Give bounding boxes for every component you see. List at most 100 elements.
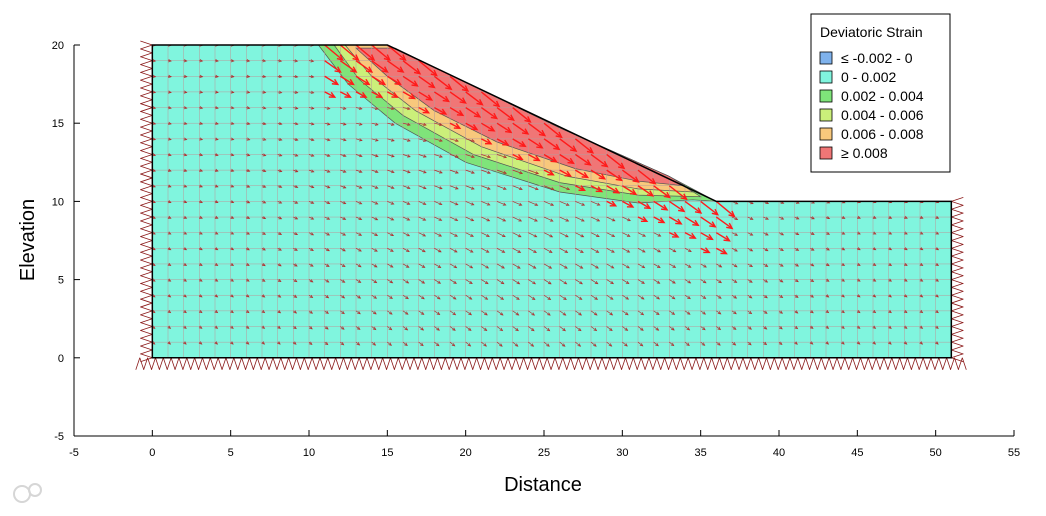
displacement-arrowhead	[903, 294, 908, 298]
displacement-arrowhead	[413, 68, 422, 75]
displacement-arrowhead	[553, 143, 561, 151]
displacement-arrowhead	[872, 294, 877, 298]
displacement-vector	[386, 45, 406, 61]
displacement-vector	[528, 326, 535, 331]
displacement-vector	[387, 326, 392, 331]
displacement-vector	[575, 326, 582, 331]
displacement-arrowhead	[214, 137, 219, 141]
displacement-vector	[355, 279, 361, 283]
displacement-vector	[434, 201, 442, 205]
displacement-arrowhead	[680, 193, 688, 201]
displacement-vector	[433, 75, 452, 90]
x-tick-label: 15	[381, 447, 393, 459]
boundary-fixity-bottom	[769, 357, 779, 370]
displacement-arrowhead	[548, 265, 553, 269]
legend-label: ≤ -0.002 - 0	[841, 50, 913, 66]
displacement-arrowhead	[809, 325, 814, 329]
watermark-logo-icon-2	[28, 483, 42, 497]
displacement-arrowhead	[609, 296, 614, 300]
boundary-fixity-bottom	[205, 357, 215, 370]
displacement-vector	[747, 279, 753, 283]
displacement-vector	[402, 201, 410, 205]
displacement-arrowhead	[152, 200, 156, 204]
displacement-vector	[324, 75, 339, 85]
displacement-arrowhead	[688, 248, 692, 252]
displacement-arrowhead	[278, 231, 283, 235]
displacement-arrowhead	[549, 218, 554, 222]
displacement-arrowhead	[562, 327, 566, 332]
displacement-arrowhead	[278, 59, 283, 63]
boundary-fixity-bottom	[652, 357, 662, 370]
boundary-fixity-left	[140, 251, 153, 261]
displacement-arrowhead	[658, 217, 666, 224]
boundary-fixity-bottom	[707, 357, 717, 370]
displacement-arrowhead	[641, 249, 646, 253]
displacement-arrowhead	[624, 327, 629, 331]
boundary-fixity-bottom	[158, 357, 168, 370]
displacement-vector	[324, 201, 330, 204]
displacement-vector	[527, 122, 546, 137]
displacement-vector	[324, 107, 330, 110]
displacement-arrowhead	[764, 295, 768, 299]
displacement-vector	[387, 294, 393, 299]
boundary-fixity-bottom	[292, 357, 301, 370]
displacement-arrowhead	[278, 200, 283, 204]
displacement-arrowhead	[733, 311, 737, 315]
displacement-vector	[402, 75, 418, 87]
displacement-arrowhead	[709, 221, 717, 228]
displacement-arrowhead	[215, 59, 219, 63]
displacement-vector	[418, 169, 427, 174]
boundary-fixity-bottom	[151, 357, 160, 370]
displacement-vector	[528, 341, 534, 347]
displacement-arrowhead	[519, 186, 523, 190]
displacement-arrowhead	[347, 78, 355, 86]
displacement-arrowhead	[810, 247, 815, 251]
x-tick-label: 25	[538, 447, 550, 459]
displacement-arrowhead	[152, 137, 157, 141]
displacement-vector	[700, 326, 706, 331]
displacement-arrowhead	[262, 263, 266, 267]
boundary-fixity-bottom	[957, 357, 967, 370]
displacement-arrowhead	[594, 281, 599, 285]
boundary-fixity-bottom	[887, 357, 897, 370]
boundary-fixity-bottom	[299, 357, 309, 370]
displacement-arrowhead	[655, 311, 660, 316]
displacement-arrowhead	[453, 123, 462, 129]
displacement-arrowhead	[326, 122, 331, 126]
displacement-arrowhead	[749, 216, 754, 220]
displacement-arrowhead	[358, 106, 363, 110]
displacement-vector	[434, 232, 442, 237]
displacement-arrowhead	[644, 202, 652, 210]
legend-title: Deviatoric Strain	[820, 24, 923, 40]
displacement-vector	[763, 216, 769, 220]
displacement-vector	[324, 263, 330, 267]
legend-swatch	[819, 127, 833, 141]
boundary-fixity-bottom	[628, 357, 638, 370]
displacement-arrowhead	[214, 153, 219, 157]
boundary-fixity-left	[140, 79, 153, 89]
displacement-arrowhead	[580, 234, 585, 238]
displacement-arrowhead	[779, 279, 784, 283]
displacement-vector	[621, 185, 637, 195]
displacement-arrowhead	[577, 327, 582, 332]
displacement-vector	[324, 91, 336, 98]
displacement-arrowhead	[484, 296, 489, 300]
displacement-arrowhead	[437, 264, 442, 269]
y-ticks: -5 0 5 10 15 20	[52, 40, 80, 443]
displacement-vector	[402, 91, 415, 100]
displacement-vector	[575, 185, 585, 191]
displacement-arrowhead	[183, 309, 187, 314]
displacement-arrowhead	[325, 295, 330, 299]
displacement-vector	[465, 122, 478, 131]
displacement-arrowhead	[626, 233, 631, 237]
boundary-fixity-bottom	[487, 357, 497, 370]
displacement-arrowhead	[594, 296, 599, 300]
boundary-fixity-bottom	[636, 357, 646, 370]
displacement-arrowhead	[505, 126, 513, 134]
boundary-fixity-bottom	[574, 357, 583, 370]
displacement-arrowhead	[183, 137, 188, 141]
displacement-arrowhead	[167, 200, 172, 204]
displacement-vector	[684, 310, 691, 315]
displacement-arrowhead	[278, 216, 283, 220]
displacement-vector	[418, 122, 427, 126]
